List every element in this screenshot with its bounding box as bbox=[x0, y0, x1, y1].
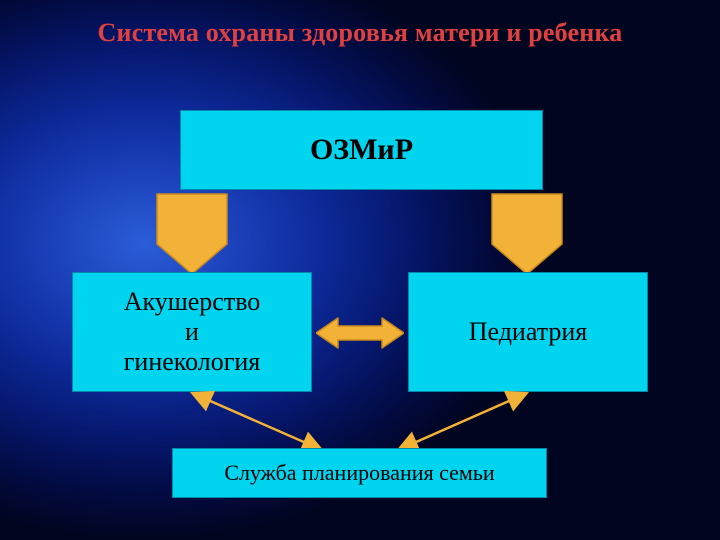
box-right: Педиатрия bbox=[408, 272, 648, 392]
double-arrow-horizontal bbox=[316, 316, 404, 350]
box-bottom: Служба планирования семьи bbox=[172, 448, 547, 498]
box-bottom-label: Служба планирования семьи bbox=[224, 460, 494, 485]
slide-title: Система охраны здоровья матери и ребенка bbox=[0, 18, 720, 48]
arrow-down-right bbox=[490, 192, 564, 276]
box-top: ОЗМиР bbox=[180, 110, 543, 190]
box-left: Акушерство и гинекология bbox=[72, 272, 312, 392]
box-left-label: Акушерство и гинекология bbox=[124, 287, 261, 377]
box-top-label: ОЗМиР bbox=[310, 133, 413, 168]
box-right-label: Педиатрия bbox=[469, 317, 588, 347]
arrow-down-left bbox=[155, 192, 229, 276]
